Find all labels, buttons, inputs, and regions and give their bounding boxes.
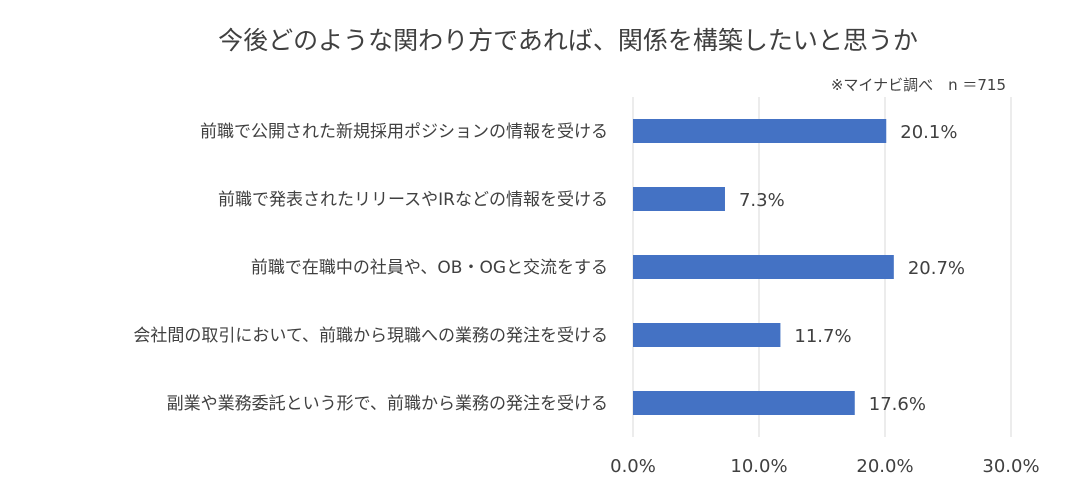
category-labels: 前職で公開された新規採用ポジションの情報を受ける前職で発表されたリリースやIRな… [133,122,608,414]
x-tick-label: 0.0% [610,456,656,477]
category-label: 副業や業務委託という形で、前職から業務の発注を受ける [167,394,608,414]
data-label: 7.3% [739,190,785,211]
data-label: 20.1% [900,122,957,143]
x-tick-label: 10.0% [730,456,787,477]
bar [633,323,781,347]
bars [633,119,894,415]
value-labels: 20.1% 7.3% 20.7% 11.7% 17.6% [739,122,965,415]
x-axis-ticks: 0.0% 10.0% 20.0% 30.0% [610,456,1039,477]
bar [633,119,887,143]
bar [633,187,725,211]
data-label: 20.7% [908,258,965,279]
bar [633,391,855,415]
x-tick-label: 30.0% [982,456,1039,477]
data-label: 17.6% [869,394,926,415]
bar [633,255,894,279]
survey-note: ※マイナビ調べ n ＝715 [831,76,1006,94]
category-label: 前職で公開された新規採用ポジションの情報を受ける [200,122,608,142]
category-label: 前職で在職中の社員や、OB・OGと交流をする [251,258,608,278]
category-label: 会社間の取引において、前職から現職への業務の発注を受ける [133,326,608,346]
category-label: 前職で発表されたリリースやIRなどの情報を受ける [218,190,608,210]
chart-title: 今後どのような関わり方であれば、関係を構築したいと思うか [218,26,918,55]
data-label: 11.7% [794,326,851,347]
x-tick-label: 20.0% [856,456,913,477]
